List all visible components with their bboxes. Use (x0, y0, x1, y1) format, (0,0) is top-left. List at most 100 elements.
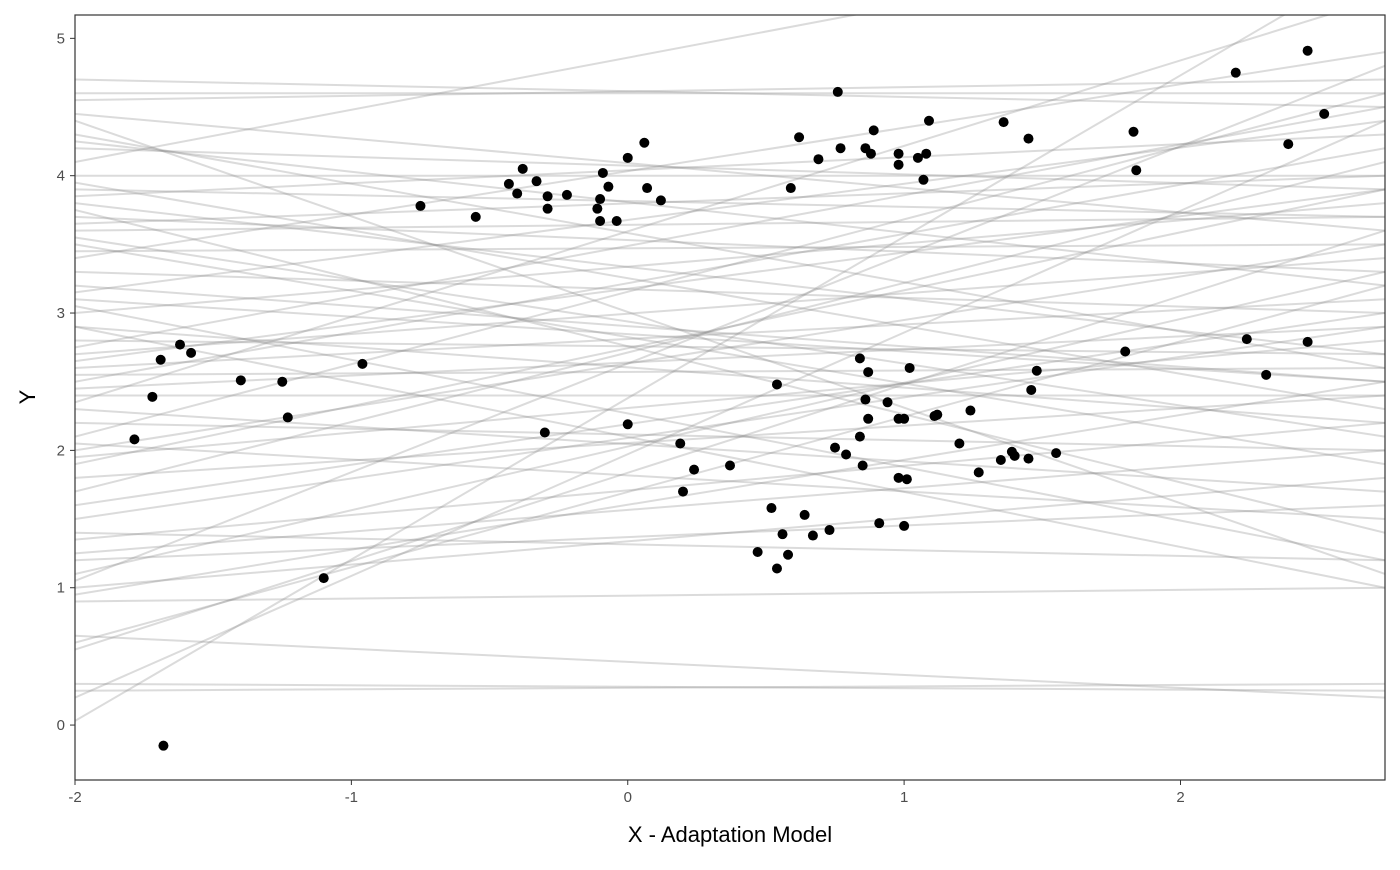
point (998, 117, 1009, 128)
fit-line (75, 15, 1286, 722)
point (863, 367, 874, 378)
point (561, 189, 572, 200)
fit-line (75, 119, 1385, 294)
point (622, 419, 633, 430)
fit-line (75, 243, 1385, 466)
fit-line (75, 421, 1385, 452)
point (155, 354, 166, 365)
point (1120, 346, 1131, 357)
x-tick-label: -2 (68, 789, 81, 806)
point (186, 347, 197, 358)
fit-line (75, 119, 1385, 575)
fit-line (75, 188, 1385, 363)
point (597, 167, 608, 178)
y-tick-label: 3 (57, 305, 65, 322)
fit-line (75, 133, 1385, 198)
point (539, 427, 550, 438)
point (357, 358, 368, 369)
point (1319, 108, 1330, 119)
point (752, 547, 763, 558)
point (874, 518, 885, 529)
x-tick-label: 2 (1176, 789, 1184, 806)
fit-line (75, 215, 1385, 232)
point (622, 152, 633, 163)
fit-line (75, 325, 1385, 521)
point (675, 438, 686, 449)
point (932, 409, 943, 420)
point (542, 203, 553, 214)
y-tick-label: 0 (57, 717, 65, 734)
fit-line (75, 339, 1385, 356)
fit-line (75, 78, 1385, 102)
point (470, 211, 481, 222)
line-layer (75, 15, 1385, 722)
x-tick-label: 1 (900, 789, 908, 806)
fit-line (75, 174, 1385, 225)
point (954, 438, 965, 449)
fit-line (75, 243, 1385, 452)
point (277, 376, 288, 387)
fit-line (75, 257, 1385, 356)
point (175, 339, 186, 350)
point (1009, 450, 1020, 461)
x-tick-label: -1 (345, 789, 358, 806)
point (147, 391, 158, 402)
fit-line (75, 202, 1385, 356)
point (1023, 453, 1034, 464)
fit-line (75, 119, 1385, 699)
point (1261, 369, 1272, 380)
y-tick-label: 5 (57, 30, 65, 47)
point-layer (129, 45, 1330, 751)
fit-line (75, 140, 1385, 287)
point (235, 375, 246, 386)
fit-line (75, 64, 1385, 582)
point (512, 188, 523, 199)
point (899, 413, 910, 424)
fit-line (75, 449, 1385, 555)
fit-line (75, 442, 1385, 521)
fit-line (75, 394, 1385, 479)
fit-line (75, 215, 1385, 273)
point (901, 474, 912, 485)
fit-line (75, 106, 1385, 349)
point (995, 454, 1006, 465)
point (689, 464, 700, 475)
point (857, 460, 868, 471)
point (854, 353, 865, 364)
point (1023, 133, 1034, 144)
x-axis-title: X - Adaptation Model (628, 822, 832, 847)
point (1031, 365, 1042, 376)
y-tick-label: 1 (57, 580, 65, 597)
point (1026, 384, 1037, 395)
point (503, 178, 514, 189)
point (923, 115, 934, 126)
point (860, 394, 871, 405)
point (893, 472, 904, 483)
fit-line (75, 408, 1385, 493)
panel-border (74, 14, 1386, 781)
y-tick-label: 2 (57, 442, 65, 459)
point (893, 159, 904, 170)
fit-line (75, 682, 1385, 692)
point (129, 434, 140, 445)
fit-line (75, 298, 1385, 369)
fit-line (75, 339, 1385, 459)
point (835, 143, 846, 154)
fit-line (75, 325, 1385, 424)
fit-line (75, 147, 1385, 191)
point (766, 503, 777, 514)
point (1051, 448, 1062, 459)
fit-line (75, 202, 1385, 315)
point (771, 379, 782, 390)
point (783, 549, 794, 560)
fit-line (75, 112, 1385, 232)
point (832, 86, 843, 97)
point (517, 163, 528, 174)
fit-line (75, 188, 1385, 466)
fit-line (75, 181, 1385, 411)
point (595, 216, 606, 227)
fit-line (75, 682, 1385, 692)
point (899, 520, 910, 531)
point (965, 405, 976, 416)
